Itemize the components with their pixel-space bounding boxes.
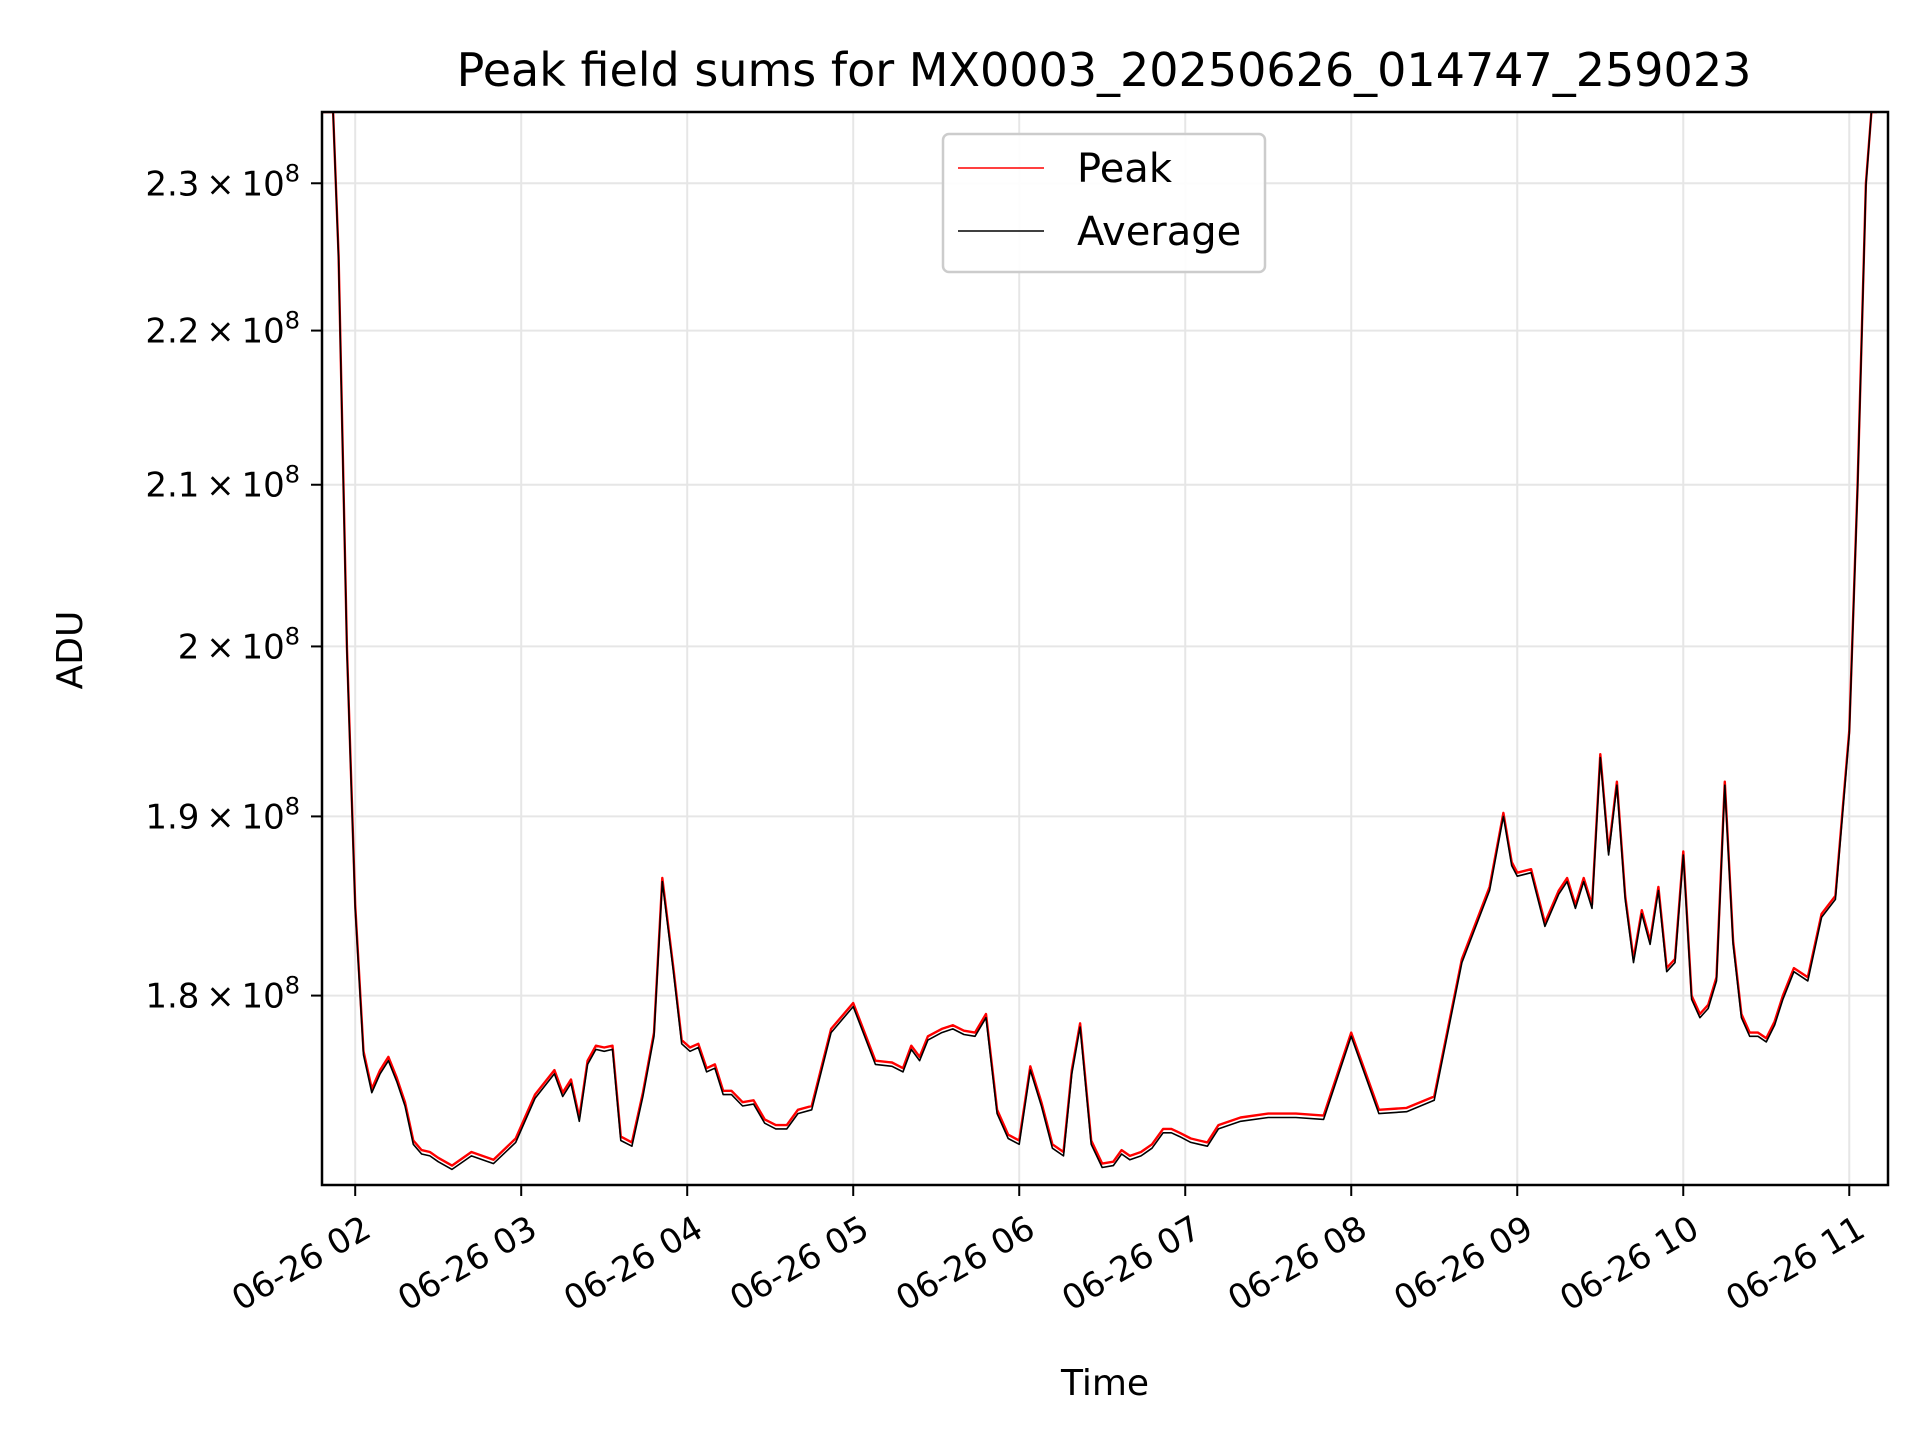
x-axis-label: Time: [1060, 1363, 1149, 1404]
y-axis: 1.8 × 108 1.9 × 108 2 × 108 2.1 × 108 2.2 × …: [145, 159, 322, 1017]
chart-title: Peak field sums for MX0003_20250626_0147…: [457, 43, 1752, 97]
y-tick-label: 2.3 × 108: [145, 159, 300, 204]
series-lines: [322, 112, 1877, 1171]
y-tick-label: 2.1 × 108: [145, 461, 300, 506]
legend-label-average: Average: [1077, 209, 1241, 255]
grid-lines: [322, 112, 1888, 1185]
y-tick-label: 1.9 × 108: [145, 792, 300, 837]
y-tick-label: 2 × 108: [178, 622, 300, 667]
legend: Peak Average: [941, 132, 1267, 274]
y-axis-label: ADU: [50, 611, 91, 690]
series-line-average: [322, 112, 1877, 1171]
legend-label-peak: Peak: [1077, 146, 1173, 192]
y-tick-label: 2.2 × 108: [145, 307, 300, 352]
y-tick-label: 1.8 × 108: [145, 972, 300, 1017]
plot-frame: [320, 110, 1890, 1187]
